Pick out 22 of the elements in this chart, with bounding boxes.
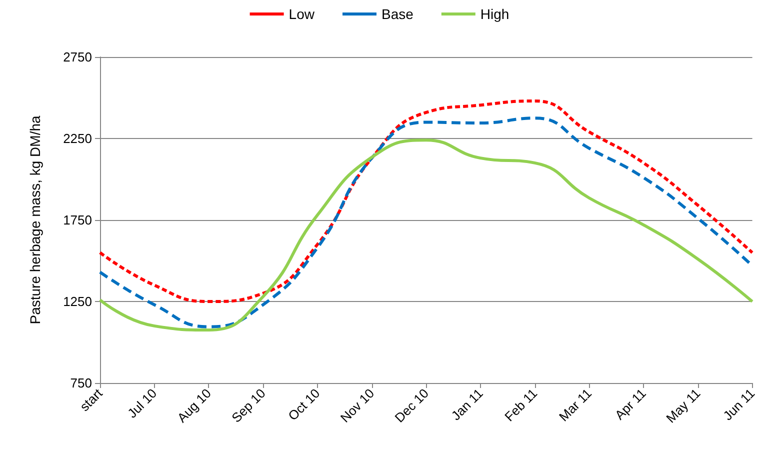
x-tick-label: Jul 10	[124, 386, 160, 421]
legend-label: Low	[288, 6, 316, 22]
y-axis-title: Pasture herbage mass, kg DM/ha	[27, 116, 43, 324]
legend-label: Base	[381, 6, 414, 22]
x-tick-label: Jun 11	[720, 386, 758, 424]
y-tick-label: 750	[70, 376, 92, 390]
x-tick-label: Nov 10	[337, 386, 378, 426]
legend-label: High	[480, 6, 510, 22]
x-tick-label: Jan 11	[448, 386, 486, 424]
x-tick-label: Dec 10	[392, 386, 432, 426]
x-tick-label: Apr 11	[612, 386, 649, 423]
x-tick-label: Mar 11	[556, 386, 595, 424]
x-tick-label: May 11	[663, 386, 704, 426]
y-tick-label: 2750	[63, 50, 92, 64]
x-tick-label: Feb 11	[502, 386, 540, 424]
y-tick-label: 1250	[63, 294, 92, 309]
line-series	[98, 100, 754, 303]
y-tick-label: 1750	[63, 212, 92, 228]
x-tick-label: Sep 10	[228, 386, 268, 426]
x-tick-label: Aug 10	[174, 386, 214, 426]
x-tick-label: Oct 10	[285, 386, 323, 424]
y-tick-label: 2250	[63, 131, 92, 146]
